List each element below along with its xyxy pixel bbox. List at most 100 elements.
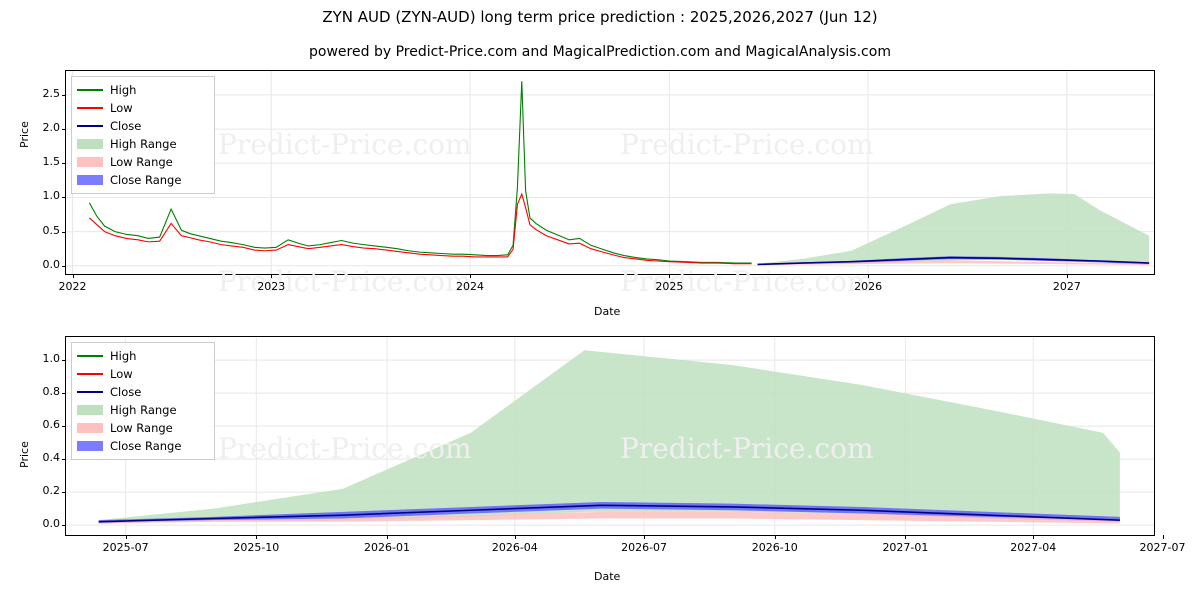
y-tick-mark bbox=[62, 163, 66, 165]
legend-label: High Range bbox=[110, 137, 177, 151]
y-tick-mark bbox=[62, 197, 66, 199]
y-tick-mark bbox=[62, 426, 66, 428]
x-tick-mark bbox=[470, 274, 472, 278]
y-tick-label: 1.0 bbox=[42, 352, 61, 366]
x-tick-label: 2027-07 bbox=[1139, 541, 1186, 554]
y-tick-mark bbox=[62, 360, 66, 362]
y-tick-mark bbox=[62, 525, 66, 527]
x-tick-label: 2026-01 bbox=[364, 541, 410, 554]
legend-item-low-range: Low Range bbox=[77, 153, 208, 171]
x-tick-mark bbox=[271, 274, 273, 278]
overview-x-axis-label: Date bbox=[594, 305, 621, 318]
y-tick-mark bbox=[62, 393, 66, 395]
forecast-x-axis-label: Date bbox=[594, 570, 621, 583]
legend-label: High bbox=[110, 349, 137, 363]
overview-y-axis-label: Price bbox=[18, 121, 31, 148]
x-tick-mark bbox=[387, 535, 388, 539]
legend-label: Close bbox=[110, 119, 142, 133]
legend-item-low: Low bbox=[77, 365, 208, 383]
x-tick-mark bbox=[72, 274, 74, 278]
page-subtitle: powered by Predict-Price.com and Magical… bbox=[309, 44, 891, 60]
overview-plot-area bbox=[66, 71, 1154, 274]
x-tick-label: 2025 bbox=[655, 280, 684, 293]
y-tick-label: 1.0 bbox=[42, 189, 61, 203]
y-tick-mark bbox=[62, 129, 66, 131]
x-tick-mark bbox=[669, 274, 671, 278]
overview-legend: High Low Close High Range Low Range Close Ran… bbox=[71, 76, 215, 194]
legend-swatch-icon bbox=[77, 120, 103, 132]
y-tick-label: 0.0 bbox=[42, 517, 61, 531]
page-title: ZYN AUD (ZYN-AUD) long term price predic… bbox=[322, 8, 878, 26]
x-tick-label: 2025-10 bbox=[233, 541, 280, 554]
forecast-plot-svg bbox=[66, 337, 1154, 535]
y-tick-label: 0.2 bbox=[42, 484, 61, 498]
legend-item-high: High bbox=[77, 347, 208, 365]
legend-label: Close Range bbox=[110, 173, 182, 187]
y-tick-mark bbox=[62, 265, 66, 267]
x-tick-mark bbox=[774, 535, 776, 539]
x-tick-label: 2026 bbox=[854, 280, 883, 293]
overview-plot-svg bbox=[66, 71, 1154, 274]
legend-item-high-range: High Range bbox=[77, 135, 208, 153]
legend-item-high: High bbox=[77, 81, 208, 99]
x-tick-label: 2026-10 bbox=[751, 541, 798, 554]
legend-label: Low Range bbox=[110, 421, 173, 435]
y-tick-mark bbox=[62, 459, 66, 461]
legend-item-close: Close bbox=[77, 383, 208, 401]
x-tick-label: 2027-01 bbox=[882, 541, 929, 554]
legend-swatch-icon bbox=[77, 386, 103, 398]
legend-swatch-icon bbox=[77, 440, 103, 452]
legend-swatch-icon bbox=[77, 138, 103, 150]
legend-swatch-icon bbox=[77, 404, 103, 416]
y-tick-label: 0.0 bbox=[42, 257, 61, 271]
x-tick-mark bbox=[1033, 535, 1035, 539]
y-tick-label: 0.8 bbox=[42, 385, 61, 399]
x-tick-label: 2022 bbox=[58, 280, 87, 293]
y-tick-label: 0.4 bbox=[42, 451, 61, 465]
legend-item-close-range: Close Range bbox=[77, 171, 208, 189]
x-tick-mark bbox=[514, 535, 516, 539]
legend-label: Low bbox=[110, 367, 133, 381]
x-tick-mark bbox=[1066, 274, 1068, 278]
legend-swatch-icon bbox=[77, 350, 103, 362]
y-tick-label: 2.5 bbox=[42, 86, 61, 100]
legend-swatch-icon bbox=[77, 84, 103, 96]
y-tick-mark bbox=[62, 492, 66, 494]
legend-swatch-icon bbox=[77, 102, 103, 114]
x-tick-mark bbox=[256, 535, 258, 539]
forecast-chart-panel bbox=[65, 336, 1155, 536]
x-tick-mark bbox=[1162, 535, 1164, 539]
x-tick-label: 2027 bbox=[1052, 280, 1081, 293]
y-tick-label: 0.6 bbox=[42, 418, 61, 432]
x-tick-mark bbox=[125, 535, 127, 539]
y-tick-mark bbox=[62, 231, 66, 233]
legend-label: High bbox=[110, 83, 137, 97]
x-tick-label: 2027-04 bbox=[1010, 541, 1057, 554]
y-tick-label: 2.0 bbox=[42, 121, 61, 135]
legend-label: Low bbox=[110, 101, 133, 115]
legend-swatch-icon bbox=[77, 368, 103, 380]
legend-item-close-range: Close Range bbox=[77, 437, 208, 455]
legend-item-low: Low bbox=[77, 99, 208, 117]
x-tick-label: 2023 bbox=[257, 280, 286, 293]
y-tick-label: 0.5 bbox=[42, 223, 61, 237]
legend-item-high-range: High Range bbox=[77, 401, 208, 419]
legend-item-close: Close bbox=[77, 117, 208, 135]
legend-item-low-range: Low Range bbox=[77, 419, 208, 437]
x-tick-label: 2024 bbox=[456, 280, 485, 293]
legend-swatch-icon bbox=[77, 156, 103, 168]
legend-swatch-icon bbox=[77, 422, 103, 434]
forecast-plot-area bbox=[66, 337, 1154, 535]
legend-label: Low Range bbox=[110, 155, 173, 169]
forecast-legend: High Low Close High Range Low Range Close Ran… bbox=[71, 342, 215, 460]
legend-label: Close Range bbox=[110, 439, 182, 453]
legend-label: Close bbox=[110, 385, 142, 399]
x-tick-label: 2026-07 bbox=[621, 541, 668, 554]
overview-chart-panel bbox=[65, 70, 1155, 275]
forecast-y-axis-label: Price bbox=[18, 441, 31, 468]
x-tick-mark bbox=[644, 535, 646, 539]
y-tick-label: 1.5 bbox=[42, 155, 61, 169]
x-tick-mark bbox=[868, 274, 870, 278]
x-tick-label: 2026-04 bbox=[491, 541, 538, 554]
